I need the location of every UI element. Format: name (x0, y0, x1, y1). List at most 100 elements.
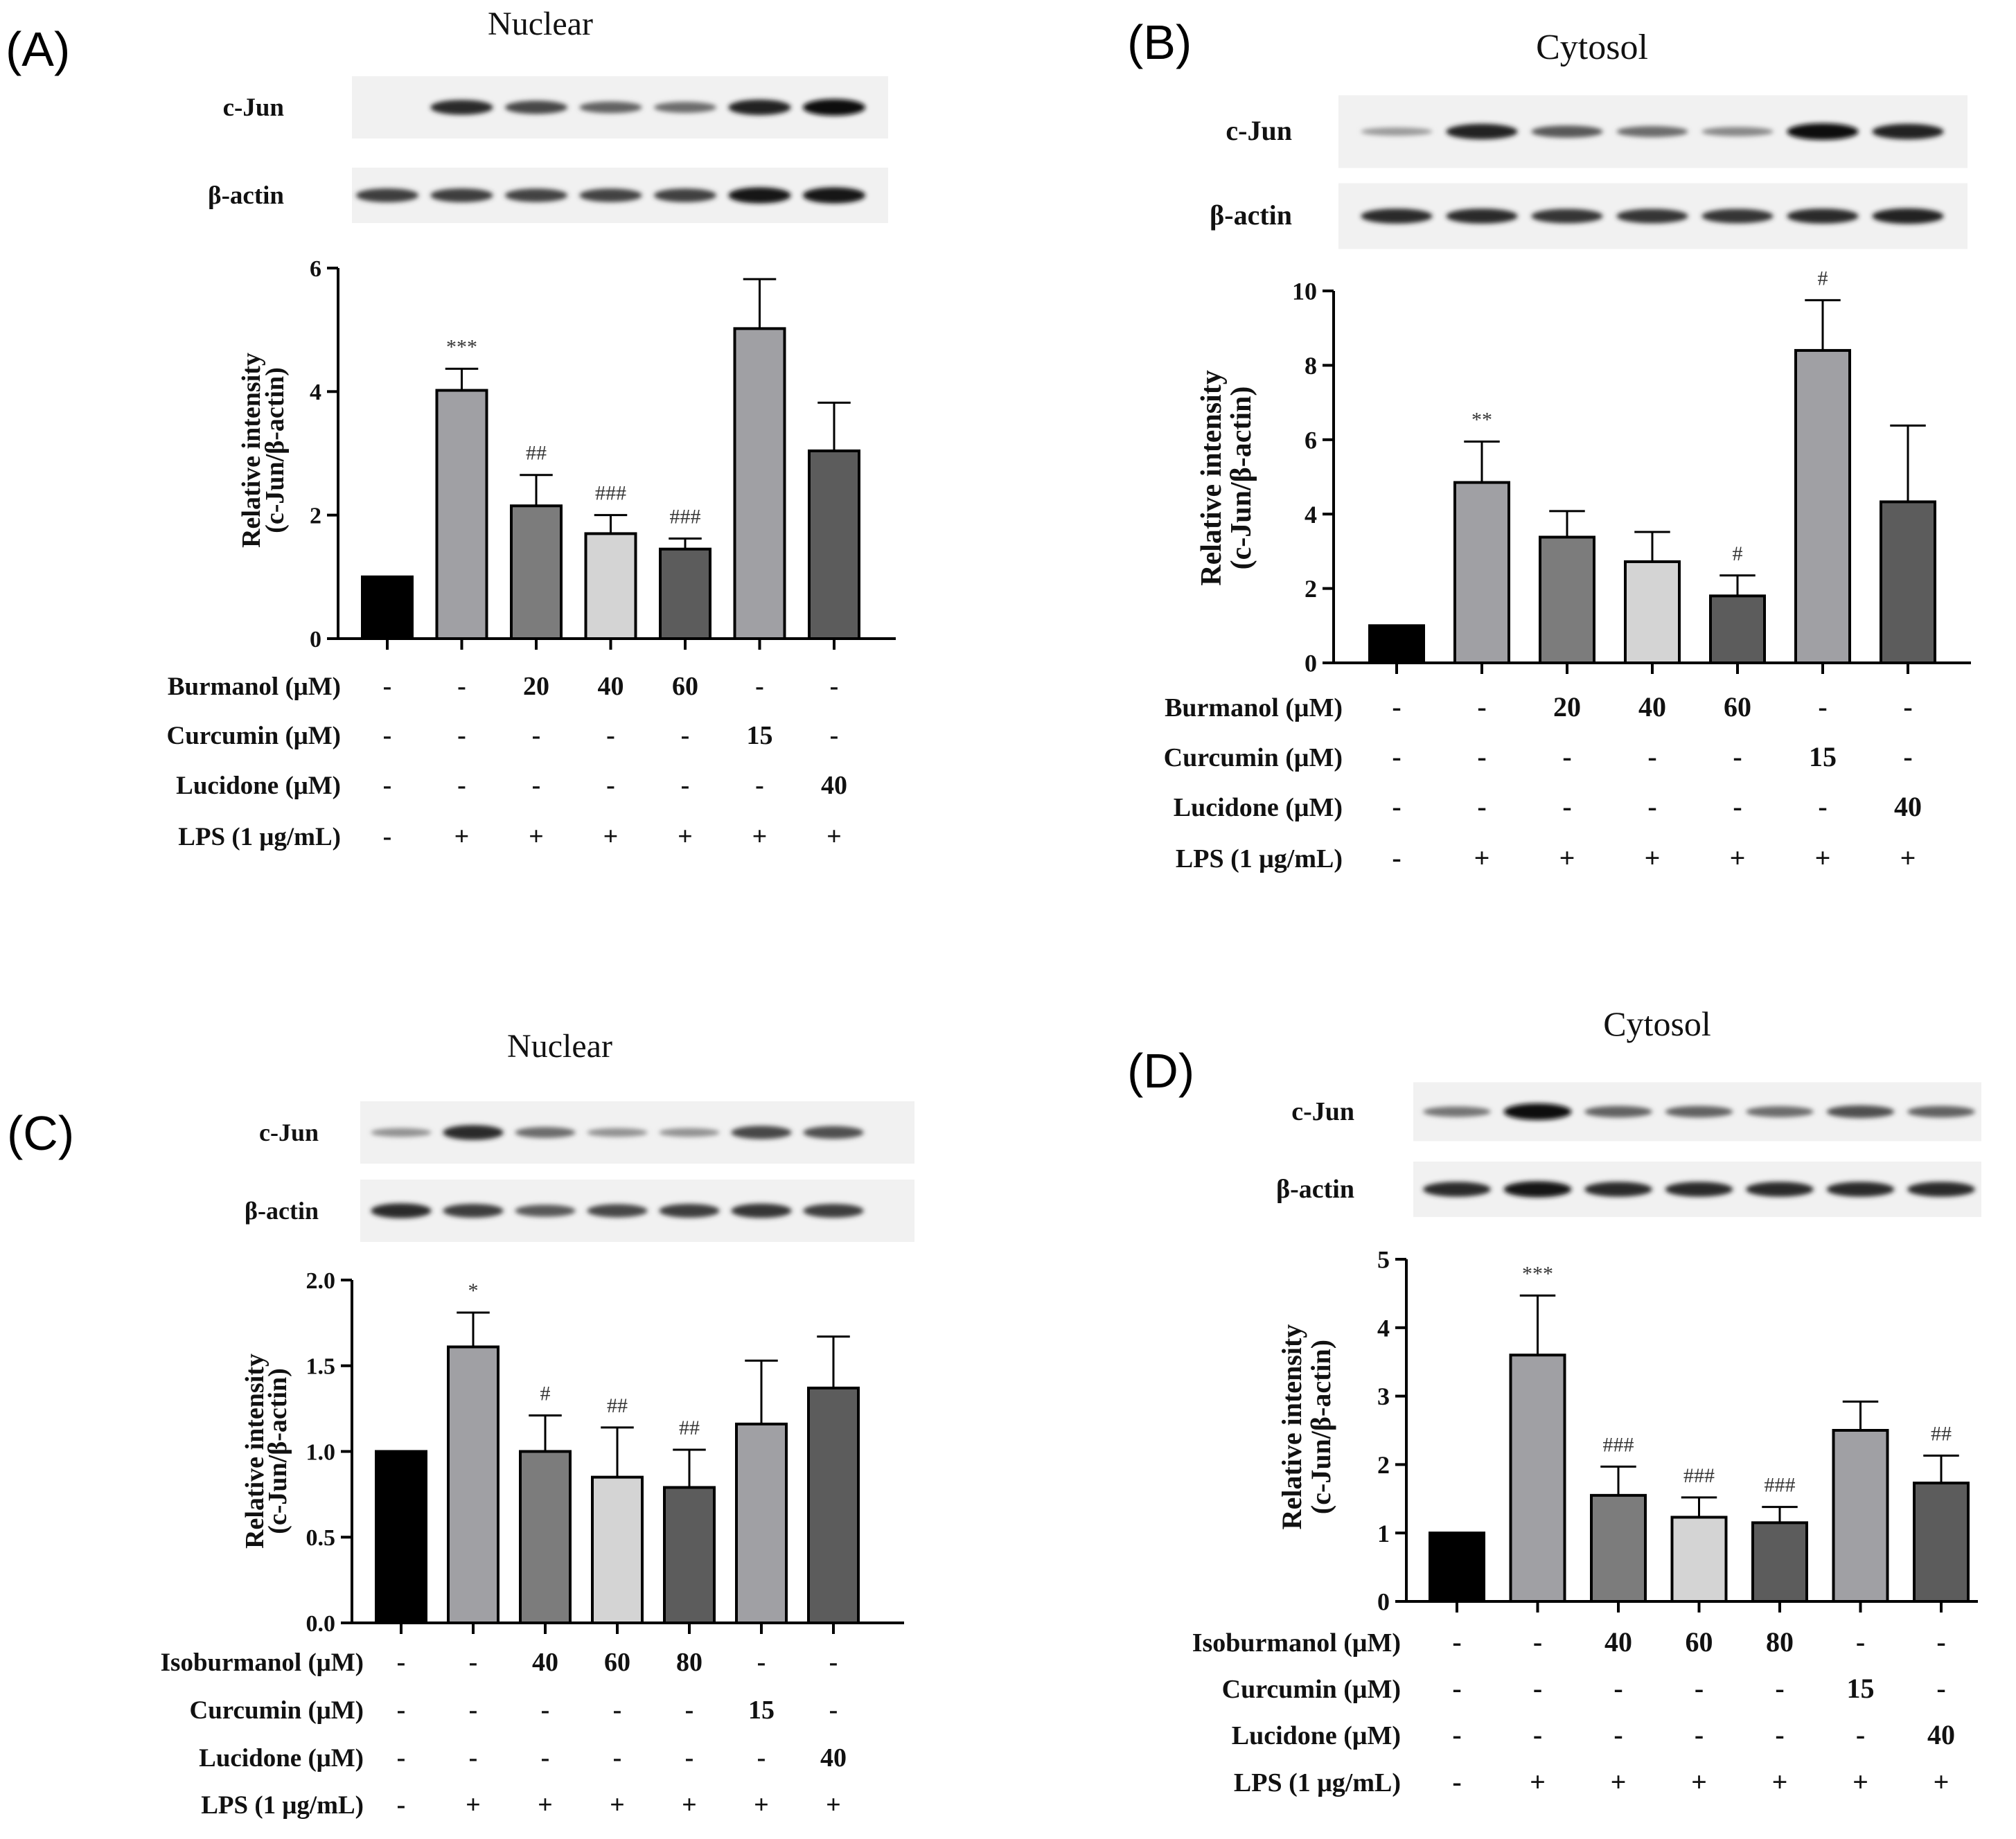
treatment-value: - (1392, 791, 1401, 822)
blot-band (515, 1127, 576, 1138)
treatment-value: - (397, 1791, 406, 1820)
treatment-value: + (1900, 842, 1916, 873)
y-tick-label: 4 (310, 380, 321, 405)
y-tick-label: 0 (1305, 650, 1317, 677)
panel-label: (A) (6, 22, 70, 76)
treatment-value: + (754, 1791, 769, 1820)
treatment-value: 40 (598, 672, 624, 701)
treatment-value: - (1936, 1673, 1945, 1704)
bar (1590, 1493, 1647, 1603)
treatment-value: - (457, 721, 466, 750)
treatment-value: 15 (747, 721, 773, 750)
treatment-value: 40 (1894, 791, 1922, 822)
bar (375, 1450, 427, 1624)
significance-mark: *** (1522, 1262, 1553, 1285)
treatment-value: - (1392, 691, 1401, 722)
treatment-value: + (466, 1791, 481, 1820)
treatment-value: 40 (821, 771, 847, 800)
treatment-value: - (1647, 791, 1656, 822)
blot-band (1423, 1106, 1491, 1117)
bar (1709, 594, 1766, 665)
blot-band (1701, 208, 1774, 224)
blot-band (1584, 1105, 1652, 1118)
blot-band (1503, 1181, 1572, 1198)
blot-band (1616, 126, 1688, 137)
treatment-value: - (1533, 1719, 1542, 1750)
treatment-value: + (1645, 842, 1661, 873)
blot-band (1746, 1106, 1814, 1117)
blot-band (579, 188, 642, 202)
blot-band (355, 188, 419, 202)
significance-mark: ## (1931, 1423, 1952, 1446)
bar (1751, 1521, 1808, 1603)
blot-band (802, 187, 866, 204)
y-tick-label: 2 (1305, 575, 1317, 603)
panel-label: (C) (7, 1106, 74, 1160)
blot-label-cjun: c-Jun (259, 1119, 319, 1146)
blot-label-actin: β-actin (1276, 1175, 1354, 1204)
blot-band (1907, 1182, 1975, 1197)
blot-band (653, 102, 717, 113)
treatment-value: - (613, 1696, 622, 1725)
y-tick-label: 6 (1305, 426, 1317, 454)
bar (447, 1345, 499, 1625)
blot-band (803, 1126, 864, 1139)
treatment-value: - (469, 1743, 478, 1773)
treatment-label: Burmanol (μM) (168, 673, 341, 701)
bar (361, 575, 414, 640)
y-tick-label: 2 (1377, 1451, 1390, 1479)
treatment-label: Lucidone (μM) (1232, 1721, 1401, 1750)
blot-band (803, 1204, 864, 1218)
treatment-label: LPS (1 μg/mL) (201, 1791, 364, 1820)
blot-band (430, 188, 493, 202)
treatment-value: 20 (1553, 691, 1581, 722)
blot-band (728, 187, 791, 204)
treatment-value: - (383, 721, 392, 750)
treatment-value: - (457, 771, 466, 800)
blot-band (653, 188, 717, 202)
treatment-value: - (757, 1743, 766, 1773)
blot-band (587, 1204, 648, 1218)
treatment-value: + (603, 822, 619, 851)
blot-band (587, 1128, 648, 1137)
bar (1794, 348, 1851, 664)
y-axis-label: (c-Jun/β-actin) (1305, 1340, 1336, 1514)
treatment-value: + (752, 822, 768, 851)
blot-label-actin: β-actin (208, 181, 284, 210)
treatment-value: - (1936, 1626, 1945, 1658)
treatment-value: - (532, 721, 541, 750)
treatment-value: 20 (523, 672, 549, 701)
treatment-value: - (397, 1648, 406, 1677)
significance-mark: ### (1765, 1474, 1796, 1497)
treatment-value: + (682, 1791, 697, 1820)
blot-band (1361, 127, 1433, 136)
y-tick-label: 10 (1292, 278, 1317, 305)
y-axis-label: Relative intensity (1276, 1324, 1307, 1530)
treatment-value: - (613, 1743, 622, 1773)
blot-band (659, 1204, 720, 1218)
treatment-value: - (757, 1648, 766, 1677)
treatment-value: 80 (1766, 1626, 1794, 1658)
bar (591, 1475, 644, 1624)
treatment-value: + (610, 1791, 625, 1820)
treatment-value: - (469, 1648, 478, 1677)
treatment-value: - (1452, 1626, 1461, 1658)
treatment-label: Isoburmanol (μM) (1192, 1628, 1401, 1658)
treatment-value: 40 (1927, 1719, 1955, 1750)
treatment-value: - (1733, 791, 1742, 822)
blot-band (1665, 1182, 1733, 1197)
blot-band (1787, 208, 1859, 224)
blot-band (1746, 1182, 1814, 1197)
treatment-value: + (1772, 1766, 1788, 1797)
treatment-value: 60 (1686, 1626, 1713, 1658)
treatment-value: - (1613, 1719, 1622, 1750)
y-tick-label: 0 (310, 627, 321, 652)
blot-band (1787, 123, 1859, 140)
treatment-value: - (1775, 1719, 1784, 1750)
treatment-value: - (1818, 791, 1827, 822)
significance-mark: ## (679, 1416, 700, 1439)
treatment-value: - (830, 721, 839, 750)
blot-label-actin: β-actin (245, 1197, 319, 1225)
treatment-value: - (1533, 1626, 1542, 1658)
blot-band (504, 188, 568, 202)
